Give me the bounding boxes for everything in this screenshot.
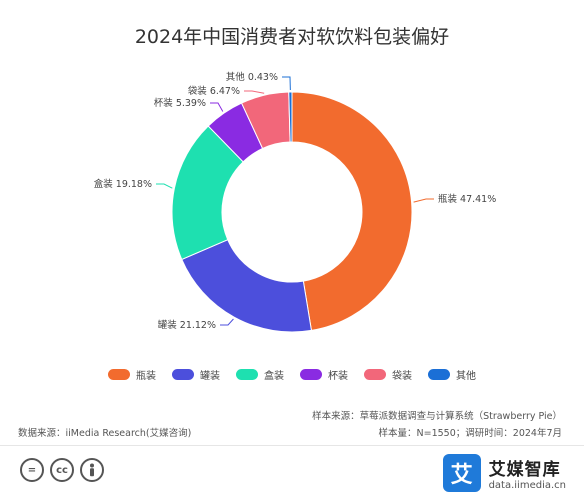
legend-item-box[interactable]: 盒装 [236,367,284,382]
legend-swatch [236,369,258,380]
legend-item-bottle[interactable]: 瓶装 [108,367,156,382]
leader-line-2 [156,183,173,189]
legend-swatch [364,369,386,380]
leader-line-4 [244,90,265,94]
legend-item-can[interactable]: 罐装 [172,367,220,382]
slice-0[interactable] [291,91,413,331]
footer-divider [0,445,584,446]
equals-icon: = [20,458,44,482]
legend-label: 袋装 [392,371,412,382]
legend-label: 其他 [456,371,476,382]
sample-size-note: 样本量：N=1550；调研时间：2024年7月 [378,428,562,439]
legend-label: 瓶装 [136,371,156,382]
legend-item-bag[interactable]: 袋装 [364,367,412,382]
person-glyph [90,463,94,477]
leader-line-3 [210,102,224,112]
slice-label-1: 罐装 21.12% [158,319,216,331]
leader-line-5 [282,76,291,91]
slice-label-5: 其他 0.43% [226,71,278,83]
brand-name: 艾媒智库 [488,460,561,480]
legend-swatch [108,369,130,380]
slice-label-2: 盒装 19.18% [94,178,152,190]
slice-5[interactable] [288,91,293,143]
legend-swatch [300,369,322,380]
leader-line-1 [220,318,234,326]
brand-text: 艾媒智库 data.iimedia.cn [489,455,566,491]
sample-source-note: 样本来源：草莓派数据调查与计算系统（Strawberry Pie） [312,411,562,422]
legend-label: 罐装 [200,371,220,382]
legend-label: 杯装 [328,371,348,382]
slice-label-3: 杯装 5.39% [154,97,206,109]
leader-line-0 [413,198,434,203]
brand-logo-icon: 艾 [442,454,481,492]
legend-swatch [172,369,194,380]
brand-url: data.iimedia.cn [488,480,566,491]
data-source-note: 数据来源：iiMedia Research(艾媒咨询) [18,428,192,439]
legend-item-other[interactable]: 其他 [428,367,476,382]
creative-commons-icon: cc [50,458,74,482]
slice-label-0: 瓶装 47.41% [438,193,496,205]
legend-item-cup[interactable]: 杯装 [300,367,348,382]
legend-swatch [428,369,450,380]
legend-label: 盒装 [264,371,284,382]
brand-block[interactable]: 艾 艾媒智库 data.iimedia.cn [442,454,566,492]
slice-label-4: 袋装 6.47% [188,85,240,97]
slice-1[interactable] [181,239,313,333]
license-icons: = cc [20,458,104,482]
chart-title: 2024年中国消费者对软饮料包装偏好 [134,26,450,48]
donut-chart: 瓶装 47.41% 罐装 21.12% 盒装 19.18% 杯装 5.39%袋装 6.… [94,71,496,333]
person-icon [80,458,104,482]
chart-legend: 瓶装 罐装 盒装 杯装 袋装 其他 [0,367,584,382]
